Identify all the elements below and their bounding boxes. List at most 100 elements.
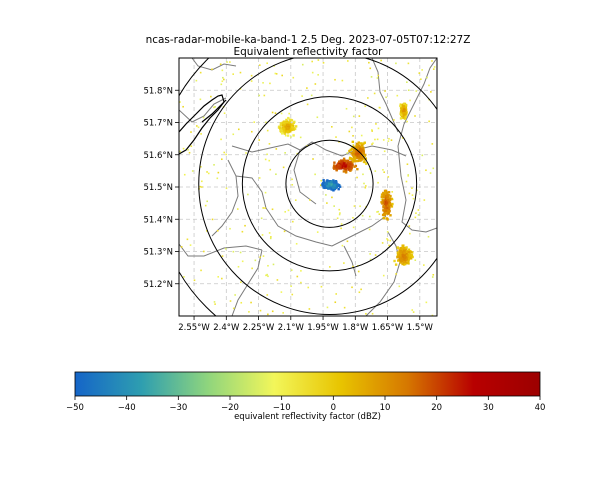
echo-speckle <box>274 72 277 75</box>
echo-speckle <box>216 229 219 232</box>
echo-speckle <box>476 141 478 143</box>
echo-speckle <box>452 64 454 66</box>
echo-cell <box>331 183 335 186</box>
echo-cell <box>343 166 346 170</box>
echo-speckle <box>363 350 365 352</box>
echo-speckle <box>259 256 261 258</box>
echo-cell <box>359 147 362 151</box>
echo-speckle <box>333 205 335 207</box>
echo-speckle <box>352 144 355 146</box>
echo-speckle <box>232 250 235 253</box>
echo-cell <box>283 132 287 135</box>
echo-cell <box>358 153 361 157</box>
echo-cell <box>382 195 385 199</box>
echo-speckle <box>240 301 243 304</box>
echo-cell <box>333 161 336 164</box>
echo-speckle <box>349 339 351 341</box>
echo-cell <box>384 209 388 212</box>
echo-speckle <box>432 167 435 170</box>
echo-speckle <box>341 79 344 82</box>
lat-tick-label: 51.5°N <box>143 183 173 193</box>
echo-speckle <box>223 112 226 115</box>
echo-cell <box>396 246 399 249</box>
echo-speckle <box>414 216 417 219</box>
longitude-ticks: 2.55°W 2.4°W 2.25°W 2.1°W 1.95°W 1.8°W 1.65°W 1… <box>178 316 433 333</box>
echo-cell <box>394 263 398 266</box>
echo-cell <box>285 121 288 125</box>
echo-speckle <box>224 247 227 250</box>
echo-speckle <box>211 68 213 71</box>
echo-speckle <box>272 263 275 266</box>
echo-speckle <box>364 185 367 187</box>
echo-cell <box>398 249 401 252</box>
echo-cell <box>285 127 288 131</box>
echo-speckle <box>405 180 408 183</box>
echo-speckle <box>341 244 344 247</box>
echo-cell <box>287 127 290 130</box>
echo-speckle <box>399 103 402 105</box>
echo-cell <box>287 125 291 129</box>
echo-speckle <box>167 138 169 140</box>
echo-speckle <box>409 99 411 102</box>
figure-title: ncas-radar-mobile-ka-band-1 2.5 Deg. 202… <box>146 34 471 46</box>
echo-speckle <box>367 318 369 320</box>
echo-cell <box>340 161 343 164</box>
echo-cell <box>353 165 356 168</box>
echo-speckle <box>351 286 353 289</box>
echo-speckle <box>395 62 397 65</box>
echo-speckle <box>284 211 287 213</box>
echo-speckle <box>407 89 410 92</box>
echo-cell <box>382 194 385 197</box>
echo-speckle <box>282 312 284 314</box>
echo-cell <box>404 253 408 256</box>
echo-speckle <box>343 262 345 264</box>
echo-speckle <box>345 107 348 110</box>
echo-cell <box>361 156 364 160</box>
echo-speckle <box>300 270 302 272</box>
echo-speckle <box>287 209 290 212</box>
echo-cell <box>353 157 357 160</box>
echo-cell <box>397 252 400 256</box>
echo-cell <box>365 162 368 165</box>
echo-cell <box>338 160 341 163</box>
echo-speckle <box>503 196 505 198</box>
lon-tick-label: 2.55°W <box>178 323 210 333</box>
echo-speckle <box>268 159 271 162</box>
echo-cell <box>385 202 388 206</box>
echo-speckle <box>453 75 455 77</box>
echo-speckle <box>377 210 380 213</box>
echo-speckle <box>367 97 369 99</box>
echo-speckle <box>251 267 253 270</box>
echo-speckle <box>379 106 381 109</box>
echo-speckle <box>371 143 373 145</box>
echo-speckle <box>326 347 328 349</box>
echo-speckle <box>213 106 215 109</box>
echo-cell <box>294 125 298 128</box>
echo-cell <box>352 154 356 158</box>
echo-speckle <box>234 294 236 296</box>
echo-speckle <box>390 139 393 141</box>
echo-speckle <box>411 309 414 311</box>
echo-speckle <box>237 128 240 131</box>
echo-cell <box>386 212 390 215</box>
echo-speckle <box>299 136 302 139</box>
echo-speckle <box>370 76 373 78</box>
echo-speckle <box>458 291 460 293</box>
echo-speckle <box>499 196 501 198</box>
echo-cell <box>346 167 350 170</box>
echo-speckle <box>239 88 242 90</box>
echo-speckle <box>169 204 171 206</box>
echo-speckle <box>348 130 351 133</box>
echo-speckle <box>497 225 499 227</box>
echo-speckle <box>226 61 228 63</box>
echo-cell <box>332 186 335 190</box>
echo-cell <box>321 184 325 187</box>
echo-speckle <box>389 239 392 242</box>
echo-cell <box>396 251 400 254</box>
echo-speckle <box>253 121 256 123</box>
echo-cell <box>399 247 402 250</box>
echo-speckle <box>266 273 268 276</box>
echo-cell <box>386 218 389 221</box>
echo-speckle <box>335 293 338 295</box>
echo-speckle <box>409 232 411 235</box>
